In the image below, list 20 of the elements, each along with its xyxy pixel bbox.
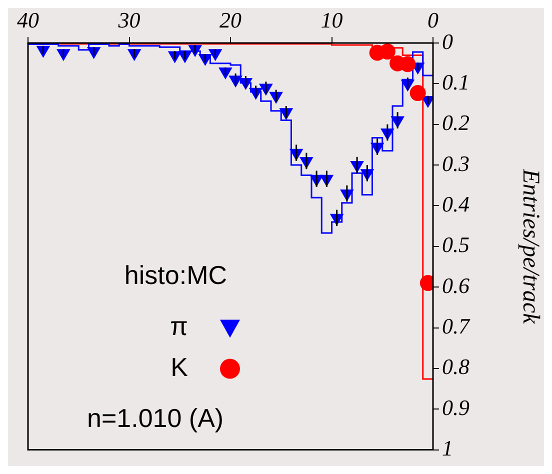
x-tick-label: 20 — [220, 8, 242, 33]
y-tick-label: 0.9 — [442, 394, 470, 420]
y-tick-label: 0 — [442, 28, 453, 54]
y-tick-label: 0.3 — [442, 150, 470, 176]
y-tick-label: 0.1 — [442, 69, 470, 94]
y-tick-label: 0.5 — [442, 232, 470, 258]
x-tick-label: 30 — [117, 8, 140, 33]
y-axis-title: Entries/pe/track — [517, 168, 544, 324]
y-tick-label: 0.2 — [442, 110, 470, 136]
y-tick-label: 0.4 — [442, 192, 470, 216]
annotation: histo:MC — [124, 260, 227, 290]
y-tick-label: 0.8 — [442, 354, 470, 380]
x-tick-label: 10 — [320, 8, 343, 33]
legend-title: n=1.010 (A) — [87, 402, 224, 433]
y-tick-label: 1 — [442, 436, 453, 461]
legend-label: K — [170, 352, 189, 382]
y-tick-label: 0.6 — [442, 272, 470, 298]
legend-label: π — [170, 310, 188, 341]
y-tick-label: 0.7 — [442, 314, 470, 339]
x-tick-label: 40 — [17, 8, 39, 33]
